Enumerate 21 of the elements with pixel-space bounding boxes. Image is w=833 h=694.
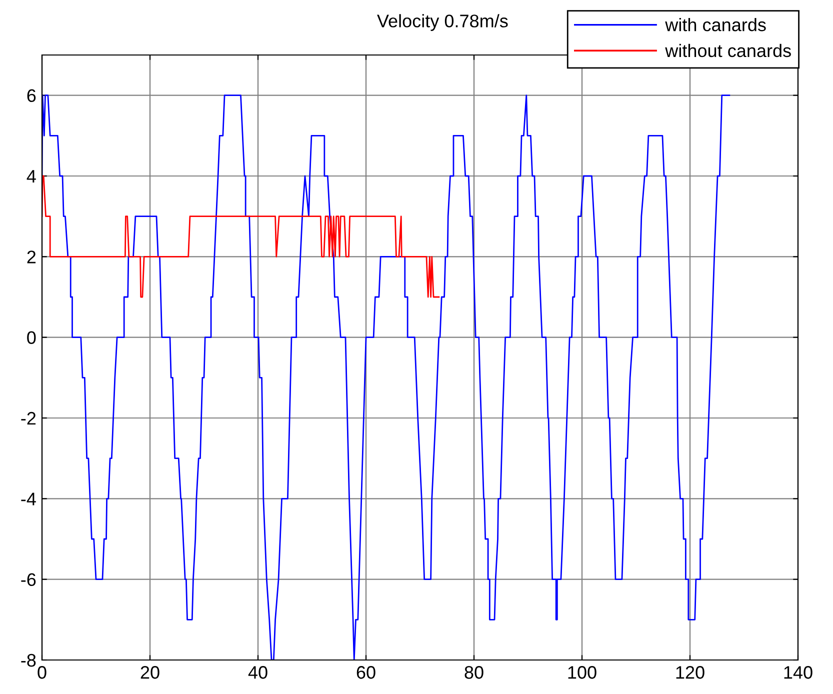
legend-label: without canards bbox=[665, 44, 791, 58]
x-tick-label: 60 bbox=[356, 666, 376, 679]
line-series bbox=[42, 175, 440, 298]
y-tick-label: 0 bbox=[27, 331, 36, 344]
x-tick-label: 120 bbox=[676, 666, 704, 679]
y-tick-label: 4 bbox=[26, 170, 36, 183]
chart-title: Velocity 0.78m/s bbox=[377, 14, 508, 31]
x-tick-label: 100 bbox=[568, 666, 596, 679]
x-tick-label: 140 bbox=[784, 666, 812, 679]
y-tick-label: 2 bbox=[27, 250, 36, 264]
x-tick-label: 20 bbox=[140, 666, 160, 679]
y-tick-label: -4 bbox=[21, 492, 36, 506]
x-tick-label: 40 bbox=[248, 666, 268, 679]
y-tick-label: -8 bbox=[21, 654, 36, 667]
y-tick-label: -2 bbox=[21, 412, 36, 425]
x-tick-label: 80 bbox=[464, 666, 484, 679]
y-tick-label: 6 bbox=[27, 89, 36, 102]
x-tick-label: 0 bbox=[38, 666, 46, 679]
y-tick-label: -6 bbox=[21, 573, 36, 586]
legend-label: with canards bbox=[665, 18, 766, 32]
line-series bbox=[42, 94, 730, 660]
